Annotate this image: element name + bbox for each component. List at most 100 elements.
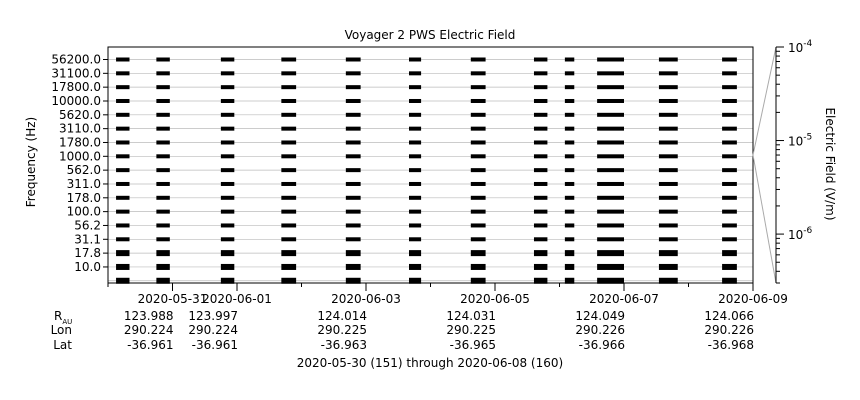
burst-mark <box>281 263 297 270</box>
burst-mark <box>722 250 737 257</box>
burst-mark <box>220 237 235 242</box>
burst-mark <box>281 209 297 214</box>
burst-mark <box>409 71 422 76</box>
burst-mark <box>345 223 361 228</box>
burst-mark <box>281 277 297 284</box>
colorbar-label: Electric Field (V/m) <box>823 107 837 220</box>
burst-mark <box>533 112 548 117</box>
burst-mark <box>409 57 422 62</box>
chart-title: Voyager 2 PWS Electric Field <box>345 28 516 42</box>
ephemeris-value: 123.988 <box>124 309 174 323</box>
burst-mark <box>220 154 235 159</box>
burst-mark <box>658 85 678 90</box>
burst-mark <box>156 263 170 270</box>
burst-mark <box>345 154 361 159</box>
burst-mark <box>470 85 486 90</box>
burst-mark <box>658 209 678 214</box>
burst-mark <box>470 71 486 76</box>
x-tick-label: 2020-06-07 <box>589 292 659 306</box>
burst-mark <box>409 250 422 257</box>
colorbar-connector-bottom <box>752 154 777 284</box>
burst-mark <box>470 112 486 117</box>
burst-mark <box>564 168 575 173</box>
burst-mark <box>409 209 422 214</box>
burst-mark <box>156 181 170 186</box>
burst-mark <box>564 126 575 131</box>
burst-mark <box>658 154 678 159</box>
burst-mark <box>409 181 422 186</box>
burst-mark <box>409 237 422 242</box>
burst-mark <box>116 112 130 117</box>
burst-mark <box>345 140 361 145</box>
burst-mark <box>564 181 575 186</box>
burst-mark <box>470 181 486 186</box>
burst-mark <box>470 154 486 159</box>
burst-mark <box>281 250 297 257</box>
burst-mark <box>220 126 235 131</box>
burst-mark <box>116 168 130 173</box>
burst-mark <box>116 154 130 159</box>
burst-mark <box>597 181 624 186</box>
burst-mark <box>597 98 624 103</box>
burst-mark <box>220 71 235 76</box>
burst-mark <box>345 85 361 90</box>
burst-mark <box>533 195 548 200</box>
burst-mark <box>220 195 235 200</box>
ephemeris-value: 290.224 <box>188 323 238 337</box>
burst-mark <box>116 57 130 62</box>
y-axis-label: Frequency (Hz) <box>24 117 38 208</box>
ephemeris-value: 290.225 <box>446 323 496 337</box>
burst-mark <box>409 126 422 131</box>
burst-mark <box>156 98 170 103</box>
burst-mark <box>597 57 624 62</box>
burst-mark <box>345 98 361 103</box>
burst-mark <box>564 237 575 242</box>
burst-mark <box>220 57 235 62</box>
burst-mark <box>722 140 737 145</box>
x-tick-label: 2020-06-03 <box>331 292 401 306</box>
burst-mark <box>470 250 486 257</box>
burst-mark <box>564 71 575 76</box>
burst-mark <box>156 85 170 90</box>
data-block <box>409 57 422 284</box>
burst-mark <box>533 168 548 173</box>
burst-mark <box>116 263 130 270</box>
burst-mark <box>470 126 486 131</box>
burst-mark <box>658 57 678 62</box>
data-blocks <box>116 57 737 284</box>
data-block <box>533 57 548 284</box>
burst-mark <box>564 223 575 228</box>
burst-mark <box>533 277 548 284</box>
burst-mark <box>116 71 130 76</box>
burst-mark <box>345 195 361 200</box>
burst-mark <box>722 112 737 117</box>
burst-mark <box>533 71 548 76</box>
burst-mark <box>564 112 575 117</box>
x-tick-label: 2020-05-31 <box>138 292 208 306</box>
burst-mark <box>156 250 170 257</box>
burst-mark <box>220 112 235 117</box>
burst-mark <box>658 195 678 200</box>
burst-mark <box>116 140 130 145</box>
burst-mark <box>220 250 235 257</box>
y-tick-label: 10.0 <box>74 260 101 274</box>
y-tick-label: 17.8 <box>74 246 101 260</box>
burst-mark <box>564 98 575 103</box>
burst-mark <box>220 277 235 284</box>
burst-mark <box>156 168 170 173</box>
burst-mark <box>658 181 678 186</box>
burst-mark <box>281 140 297 145</box>
burst-mark <box>564 85 575 90</box>
burst-mark <box>470 98 486 103</box>
ephemeris-value: 290.224 <box>124 323 174 337</box>
burst-mark <box>597 71 624 76</box>
burst-mark <box>597 250 624 257</box>
burst-mark <box>156 112 170 117</box>
ephemeris-value: 290.225 <box>317 323 367 337</box>
burst-mark <box>281 168 297 173</box>
burst-mark <box>722 71 737 76</box>
x-tick-label: 2020-06-09 <box>718 292 788 306</box>
y-tick-label: 31.1 <box>74 232 101 246</box>
